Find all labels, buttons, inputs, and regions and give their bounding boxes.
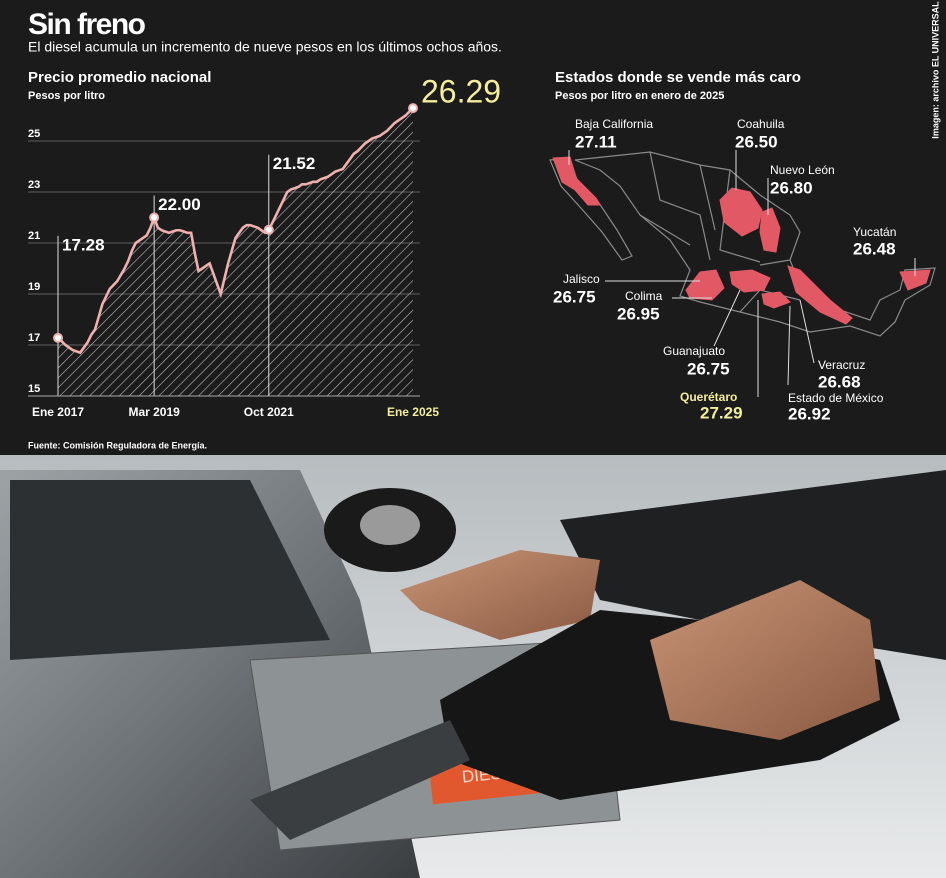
chart-subtitle: Pesos por litro <box>28 90 105 102</box>
title: Sin freno <box>28 8 146 41</box>
y-tick-label: 19 <box>28 281 40 293</box>
state-name: Yucatán <box>853 225 896 239</box>
state-value: 26.95 <box>617 304 660 323</box>
state-value: 26.75 <box>553 287 596 306</box>
x-tick-label: Oct 2021 <box>244 405 294 419</box>
state-value: 26.75 <box>687 359 730 378</box>
value-label: 21.52 <box>273 154 316 173</box>
state-name: Colima <box>625 289 663 303</box>
state-value: 26.68 <box>818 372 861 391</box>
y-tick-label: 25 <box>28 128 40 140</box>
credit: Imagen: archivo EL UNIVERSAL <box>930 1 940 139</box>
point <box>54 334 62 342</box>
point <box>150 214 158 222</box>
value-label: 17.28 <box>62 235 105 254</box>
map-title: Estados donde se vende más caro <box>555 69 801 86</box>
state-name: Jalisco <box>563 272 600 286</box>
chart-title: Precio promedio nacional <box>28 69 211 86</box>
state-name: Guanajuato <box>663 344 725 358</box>
value-label: 26.29 <box>421 74 501 110</box>
subtitle: El diesel acumula un incremento de nueve… <box>28 39 502 55</box>
y-tick-label: 15 <box>28 383 40 395</box>
x-tick-label: Ene 2017 <box>32 405 84 419</box>
y-tick-label: 17 <box>28 332 40 344</box>
state-name: Querétaro <box>680 390 737 404</box>
state-value: 26.50 <box>735 132 778 151</box>
source: Fuente: Comisión Reguladora de Energía. <box>28 440 207 450</box>
state-name: Estado de México <box>788 391 884 405</box>
state-name: Coahuila <box>737 117 785 131</box>
state-name: Baja California <box>575 117 653 131</box>
infographic: Sin freno El diesel acumula un increment… <box>0 0 946 878</box>
map-subtitle: Pesos por litro en enero de 2025 <box>555 90 724 102</box>
point <box>409 104 417 112</box>
x-tick-label: Ene 2025 <box>387 405 439 419</box>
state-name: Veracruz <box>818 358 865 372</box>
y-tick-label: 21 <box>28 230 40 242</box>
photo: DIESEL <box>0 455 946 878</box>
state-value: 26.48 <box>853 239 896 258</box>
state-value: 27.29 <box>700 403 743 422</box>
state-value: 26.80 <box>770 178 813 197</box>
state-name: Nuevo León <box>770 163 835 177</box>
point <box>265 226 273 234</box>
value-label: 22.00 <box>158 195 201 214</box>
state-value: 27.11 <box>575 132 617 151</box>
fuel-cap-center <box>360 505 420 545</box>
state-value: 26.92 <box>788 404 831 423</box>
y-tick-label: 23 <box>28 179 40 191</box>
x-tick-label: Mar 2019 <box>128 405 180 419</box>
